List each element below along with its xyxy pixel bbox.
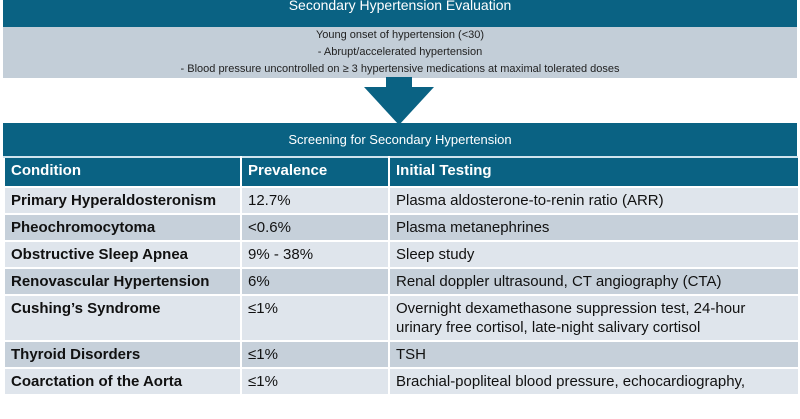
table-row: Coarctation of the Aorta ≤1% Brachial-popl… (3, 367, 800, 396)
criterion: - Blood pressure uncontrolled on ≥ 3 hyp… (180, 63, 620, 75)
screening-title: Screening for Secondary Hypertension (3, 123, 797, 156)
evaluation-banner: Secondary Hypertension Evaluation (3, 0, 797, 27)
cell-testing: Brachial-popliteal blood pressure, echoc… (388, 367, 800, 396)
header-prevalence: Prevalence (240, 156, 390, 188)
cell-condition: Cushing’s Syndrome (3, 294, 242, 342)
table-row: Thyroid Disorders ≤1% TSH (3, 340, 800, 369)
cell-testing: Plasma aldosterone-to-renin ratio (ARR) (388, 186, 800, 215)
cell-condition: Pheochromocytoma (3, 213, 242, 242)
table-row: Pheochromocytoma <0.6% Plasma metanephrine… (3, 213, 800, 242)
cell-prevalence: 12.7% (240, 186, 390, 215)
banner-title: Secondary Hypertension Evaluation (288, 0, 512, 13)
criterion: - Abrupt/accelerated hypertension (317, 46, 483, 58)
table-row: Renovascular Hypertension 6% Renal doppler… (3, 267, 800, 296)
cell-condition: Coarctation of the Aorta (3, 367, 242, 396)
cell-condition: Obstructive Sleep Apnea (3, 240, 242, 269)
cell-condition: Thyroid Disorders (3, 340, 242, 369)
header-testing: Initial Testing (388, 156, 800, 188)
cell-prevalence: 6% (240, 267, 390, 296)
table-row: Obstructive Sleep Apnea 9% - 38% Sleep stu… (3, 240, 800, 269)
criterion: Young onset of hypertension (<30) (315, 29, 485, 41)
cell-prevalence: ≤1% (240, 294, 390, 342)
screening-table: Condition Prevalence Initial Testing Pri… (3, 156, 800, 396)
cell-prevalence: ≤1% (240, 340, 390, 369)
cell-prevalence: 9% - 38% (240, 240, 390, 269)
cell-condition: Renovascular Hypertension (3, 267, 242, 296)
cell-testing: Sleep study (388, 240, 800, 269)
header-condition: Condition (3, 156, 242, 188)
table-row: Primary Hyperaldosteronism 12.7% Plasma al… (3, 186, 800, 215)
cell-testing: TSH (388, 340, 800, 369)
cell-testing: Renal doppler ultrasound, CT angiography… (388, 267, 800, 296)
cell-prevalence: <0.6% (240, 213, 390, 242)
criteria-box: Young onset of hypertension (<30) - Abru… (3, 27, 797, 78)
table-row: Cushing’s Syndrome ≤1% Overnight dexametha… (3, 294, 800, 342)
cell-prevalence: ≤1% (240, 367, 390, 396)
cell-testing: Overnight dexamethasone suppression test… (388, 294, 800, 342)
table-header-row: Condition Prevalence Initial Testing (3, 156, 800, 188)
cell-condition: Primary Hyperaldosteronism (3, 186, 242, 215)
cell-testing: Plasma metanephrines (388, 213, 800, 242)
